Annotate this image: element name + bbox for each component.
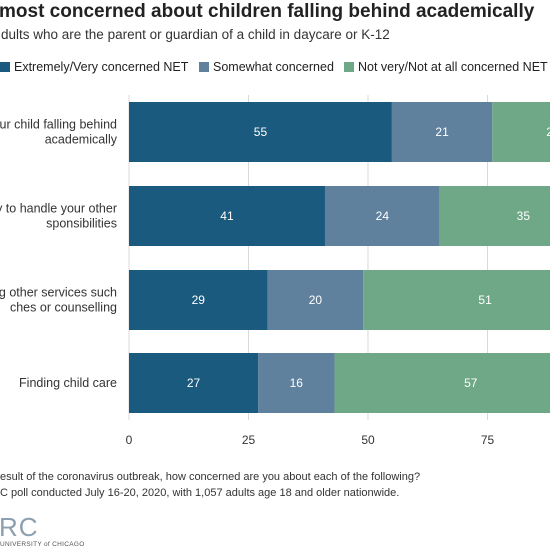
bar-segment	[324, 186, 440, 246]
legend-label-not-very: Not very/Not at all concerned NET	[358, 60, 548, 74]
stacked-bar-chart: 55 21 2 ur child falling behindacademically…	[0, 95, 550, 447]
data-label: 41	[220, 209, 234, 223]
bar-segment	[129, 186, 325, 246]
legend-item-extremely: Extremely/Very concerned NET	[0, 60, 188, 74]
category-label: academically	[45, 133, 118, 147]
category-label: g other services such	[0, 286, 117, 300]
data-label: 51	[478, 293, 492, 307]
legend-label-extremely: Extremely/Very concerned NET	[14, 60, 189, 74]
legend-label-somewhat: Somewhat concerned	[213, 60, 334, 74]
legend-swatch-somewhat	[199, 62, 209, 72]
category-label: y to handle your other	[0, 202, 117, 216]
legend-swatch-extremely	[0, 62, 10, 72]
logo-letters: RC	[0, 512, 39, 542]
data-label: 21	[435, 125, 449, 139]
legend: Extremely/Very concerned NET Somewhat co…	[0, 60, 550, 78]
footnote-source: C poll conducted July 16-20, 2020, with …	[0, 487, 400, 499]
x-tick-label: 75	[481, 433, 495, 447]
footnote-question: esult of the coronavirus outbreak, how c…	[0, 471, 421, 483]
data-label: 29	[192, 293, 206, 307]
category-label: sponsibilities	[46, 217, 117, 231]
data-label: 16	[290, 376, 304, 390]
logo-subtitle: UNIVERSITY of CHICAGO	[0, 541, 85, 548]
x-tick-label: 0	[126, 433, 133, 447]
legend-swatch-not-very	[344, 62, 354, 72]
bar-segment	[439, 186, 550, 246]
x-tick-label: 25	[242, 433, 256, 447]
category-label: ches or counselling	[10, 301, 117, 315]
chart-subtitle: dults who are the parent or guardian of …	[1, 27, 390, 42]
category-label: Finding child care	[19, 376, 117, 390]
bar-segment	[492, 102, 550, 162]
data-label: 35	[517, 209, 531, 223]
bar-segment	[129, 353, 259, 413]
bar-segment	[129, 102, 392, 162]
data-label: 20	[309, 293, 323, 307]
chart-title: most concerned about children falling be…	[0, 1, 535, 22]
data-label: 57	[464, 376, 478, 390]
data-label: 55	[254, 125, 268, 139]
norc-logo: RC UNIVERSITY of CHICAGO	[0, 510, 90, 550]
bar-segment	[363, 270, 550, 330]
data-label: 24	[376, 209, 390, 223]
data-label: 2	[546, 125, 550, 139]
category-label: ur child falling behind	[0, 118, 117, 132]
bar-segment	[267, 270, 364, 330]
legend-item-not-very: Not very/Not at all concerned NET	[344, 60, 548, 74]
bar-segment	[129, 270, 268, 330]
bar-segment	[258, 353, 335, 413]
x-tick-label: 50	[361, 433, 375, 447]
bar-segment	[391, 102, 493, 162]
data-label: 27	[187, 376, 201, 390]
bar-segment	[334, 353, 550, 413]
legend-item-somewhat: Somewhat concerned	[199, 60, 334, 74]
